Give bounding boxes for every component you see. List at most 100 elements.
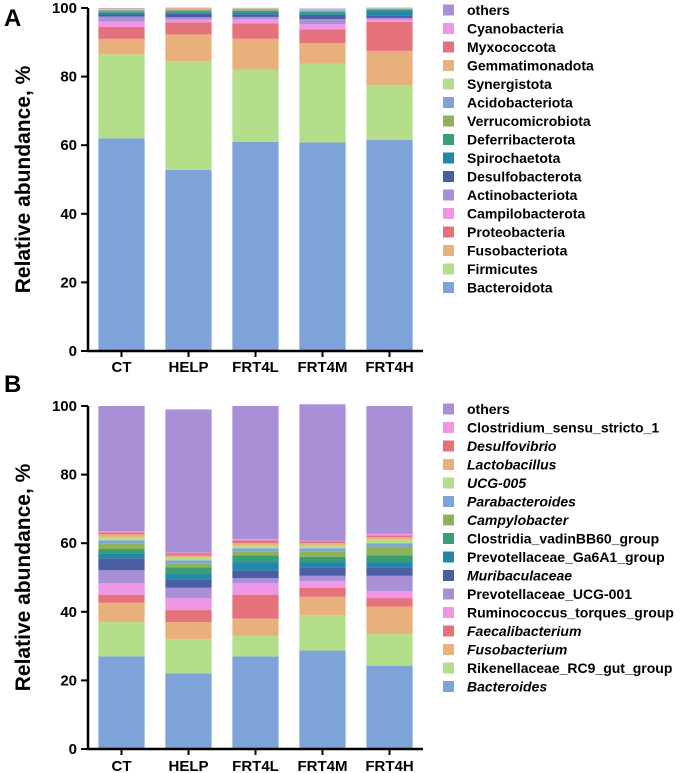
bar-segment-frt4l-desulfobacterota bbox=[232, 14, 279, 17]
bar-segment-frt4l-others bbox=[232, 406, 279, 540]
bar-segment-frt4l-faecalibacterium bbox=[232, 594, 279, 619]
legend-label-others: others bbox=[467, 401, 510, 417]
bar-segment-frt4l-ruminococcus-torques-group bbox=[232, 583, 279, 595]
bar-segment-help-desulfobacterota bbox=[165, 13, 212, 18]
bar-stack-frt4m bbox=[299, 404, 346, 749]
legend-swatch-muribaculaceae bbox=[443, 570, 454, 581]
bar-segment-ct-prevotellaceae-ucg-001 bbox=[98, 570, 145, 584]
bar-segment-ct-muribaculaceae bbox=[98, 558, 145, 571]
bar-segment-frt4l-bacteroides bbox=[232, 656, 279, 749]
bar-segment-frt4m-muribaculaceae bbox=[299, 567, 346, 576]
bar-segment-frt4m-ruminococcus-torques-group bbox=[299, 580, 346, 588]
x-tick-label-frt4m: FRT4M bbox=[298, 758, 348, 773]
chart-panel-a: A Relative abundance, % CT HELP FRT4L FRT4M FR… bbox=[4, 0, 594, 376]
bar-segment-help-bacteroides bbox=[165, 673, 212, 749]
bar-segment-frt4l-rikenellaceae-rc9-gut-group bbox=[232, 635, 279, 657]
panel-letter: A bbox=[4, 5, 21, 32]
bar-segment-frt4m-fusobacteriota bbox=[299, 42, 346, 64]
bar-segment-help-parabacteroides bbox=[165, 560, 212, 564]
bar-segment-ct-clostridium-sensu-stricto-1 bbox=[98, 531, 145, 533]
bar-segment-frt4l-clostridium-sensu-stricto-1 bbox=[232, 539, 279, 541]
bar-segment-frt4h-bacteroidota bbox=[366, 140, 413, 351]
bar-segment-frt4m-actinobacteriota bbox=[299, 18, 346, 25]
bar-segment-ct-bacteroidota bbox=[98, 138, 145, 351]
legend-swatch-clostridium-sensu-stricto-1 bbox=[443, 422, 454, 433]
bar-segment-frt4l-firmicutes bbox=[232, 69, 279, 142]
legend-label-campylobacter: Campylobacter bbox=[467, 512, 570, 528]
bar-segment-frt4m-prevotellaceae-ucg-001 bbox=[299, 575, 346, 581]
legend-label-prevotellaceae-ucg-001: Prevotellaceae_UCG-001 bbox=[467, 586, 632, 602]
bar-segment-ct-faecalibacterium bbox=[98, 594, 145, 603]
bar-segment-frt4m-bacteroidota bbox=[299, 142, 346, 351]
legend-label-desulfovibrio: Desulfovibrio bbox=[467, 438, 557, 454]
legend-label-prevotellaceae-ga6a1-group: Prevotellaceae_Ga6A1_group bbox=[467, 549, 665, 565]
bar-segment-frt4h-proteobacteria bbox=[366, 21, 413, 51]
y-tick-label-0: 0 bbox=[69, 741, 77, 758]
legend-swatch-ucg-005 bbox=[443, 477, 454, 489]
y-axis-label: Relative abundance, % bbox=[12, 65, 35, 293]
bar-segment-help-prevotellaceae-ga6a1-group bbox=[165, 574, 212, 580]
bar-segment-frt4h-clostridium-sensu-stricto-1 bbox=[366, 533, 413, 536]
bar-segment-ct-campylobacter bbox=[98, 543, 145, 550]
legend-swatch-ruminococcus-torques-group bbox=[443, 607, 454, 618]
y-tick-label-60: 60 bbox=[60, 137, 77, 154]
legend-swatch-spirochaetota bbox=[443, 152, 454, 164]
bar-segment-help-fusobacterium bbox=[165, 622, 212, 640]
bar-segment-frt4h-prevotellaceae-ga6a1-group bbox=[366, 562, 413, 568]
bar-segment-frt4m-firmicutes bbox=[299, 63, 346, 143]
bar-segment-frt4l-desulfovibrio bbox=[232, 540, 279, 544]
bar-stack-help bbox=[165, 409, 212, 749]
bar-segment-frt4m-deferribacterota bbox=[299, 11, 346, 14]
bar-segment-frt4l-lactobacillus bbox=[232, 543, 279, 546]
y-tick-label-80: 80 bbox=[60, 467, 77, 484]
legend-label-verrucomicrobiota: Verrucomicrobiota bbox=[467, 113, 591, 129]
bar-segment-ct-desulfovibrio bbox=[98, 532, 145, 535]
legend-label-fusobacterium: Fusobacterium bbox=[467, 642, 567, 658]
bar-segment-help-clostridia-vadinbb60-group bbox=[165, 567, 212, 575]
bar-segment-frt4m-desulfovibrio bbox=[299, 541, 346, 544]
bar-stack-frt4h bbox=[366, 7, 413, 351]
bar-segment-frt4h-rikenellaceae-rc9-gut-group bbox=[366, 634, 413, 666]
legend-swatch-prevotellaceae-ga6a1-group bbox=[443, 551, 454, 563]
bar-segment-frt4h-actinobacteriota bbox=[366, 17, 413, 20]
legend-label-clostridium-sensu-stricto-1: Clostridium_sensu_stricto_1 bbox=[467, 420, 659, 436]
bar-segment-frt4m-verrucomicrobiota bbox=[299, 10, 346, 12]
legend-label-others: others bbox=[467, 2, 510, 18]
bar-segment-frt4h-prevotellaceae-ucg-001 bbox=[366, 575, 413, 592]
legend-label-muribaculaceae: Muribaculaceae bbox=[467, 568, 572, 584]
bar-segment-frt4m-parabacteroides bbox=[299, 548, 346, 552]
bar-segment-frt4l-fusobacteriota bbox=[232, 38, 279, 70]
bar-segment-frt4l-acidobacteriota bbox=[232, 9, 279, 10]
y-tick-label-80: 80 bbox=[60, 69, 77, 86]
bar-segment-frt4m-others bbox=[299, 404, 346, 541]
bar-segment-ct-lactobacillus bbox=[98, 534, 145, 538]
legend-swatch-actinobacteriota bbox=[443, 189, 454, 201]
x-tick-label-frt4h: FRT4H bbox=[365, 758, 413, 773]
bar-segment-help-clostridium-sensu-stricto-1 bbox=[165, 552, 212, 554]
legend-swatch-others bbox=[443, 4, 454, 16]
y-tick-label-100: 100 bbox=[52, 398, 77, 415]
x-tick-label-frt4l: FRT4L bbox=[232, 359, 279, 376]
legend-label-bacteroides: Bacteroides bbox=[467, 679, 547, 695]
legend-label-desulfobacterota: Desulfobacterota bbox=[467, 169, 582, 185]
legend-swatch-deferribacterota bbox=[443, 134, 454, 145]
bar-stack-help bbox=[165, 7, 212, 351]
bar-segment-ct-spirochaetota bbox=[98, 12, 145, 15]
bar-segment-frt4h-ucg-005 bbox=[366, 539, 413, 544]
legend-swatch-clostridia-vadinbb60-group bbox=[443, 533, 454, 544]
bar-segment-ct-firmicutes bbox=[98, 54, 145, 139]
y-tick-label-100: 100 bbox=[52, 0, 77, 17]
y-tick-label-60: 60 bbox=[60, 535, 77, 552]
bar-segment-frt4l-campilobacterota bbox=[232, 19, 279, 24]
bar-segment-frt4h-desulfobacterota bbox=[366, 15, 413, 18]
legend: others Cyanobacteria Myxococcota Gemmatimon… bbox=[443, 2, 594, 296]
bar-segment-help-fusobacteriota bbox=[165, 34, 212, 62]
legend-label-lactobacillus: Lactobacillus bbox=[467, 457, 557, 473]
bar-stack-ct bbox=[98, 8, 145, 351]
legend-swatch-others bbox=[443, 403, 454, 415]
bar-segment-frt4m-campilobacterota bbox=[299, 24, 346, 30]
panel-letter: B bbox=[4, 371, 21, 398]
bar-segment-help-muribaculaceae bbox=[165, 579, 212, 588]
bar-segment-frt4l-campylobacter bbox=[232, 551, 279, 556]
